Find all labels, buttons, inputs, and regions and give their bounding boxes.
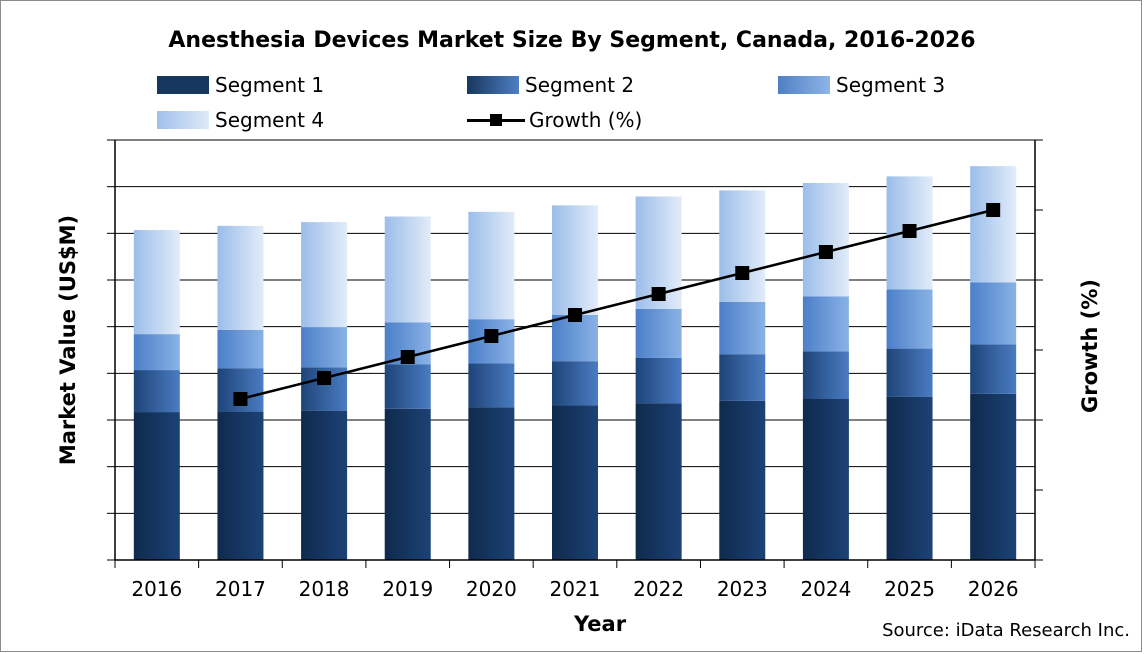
legend-swatch-segment-1	[157, 76, 209, 94]
x-tick-label: 2025	[884, 577, 935, 601]
bar-segment-1	[970, 393, 1017, 560]
bar-segment-2	[886, 348, 933, 397]
bar-segment-4	[802, 182, 849, 297]
bar-segment-3	[552, 315, 598, 362]
x-tick-label: 2018	[299, 577, 350, 601]
growth-marker	[568, 308, 582, 322]
x-tick-label: 2020	[466, 577, 517, 601]
bar-segment-3	[970, 282, 1017, 345]
bar-segment-1	[886, 396, 933, 560]
bar-segment-2	[802, 351, 849, 399]
growth-marker	[986, 203, 1001, 217]
bar-segment-1	[468, 407, 515, 560]
legend-label-segment-1: Segment 1	[215, 73, 325, 97]
x-tick-label: 2024	[800, 577, 851, 601]
growth-marker	[400, 350, 415, 364]
legend-item-segment-1: Segment 1	[157, 72, 324, 98]
bar-segment-4	[719, 190, 766, 302]
bar-segment-2	[635, 357, 682, 404]
bar-segment-3	[635, 308, 682, 358]
bar-segment-4	[552, 205, 598, 315]
bar-segment-4	[133, 230, 180, 335]
x-tick-label: 2016	[131, 577, 182, 601]
legend-swatch-segment-2	[467, 76, 519, 94]
legend-swatch-segment-3	[778, 76, 830, 94]
bar-segment-2	[384, 364, 431, 409]
bar-segment-1	[217, 411, 264, 560]
x-tick-label: 2026	[968, 577, 1019, 601]
bar-segment-4	[301, 222, 348, 328]
bar-segment-4	[217, 225, 264, 330]
bar-segment-1	[719, 400, 766, 560]
bar-segment-3	[886, 289, 933, 349]
x-tick-label: 2021	[550, 577, 601, 601]
growth-marker	[317, 371, 332, 385]
chart-title: Anesthesia Devices Market Size By Segmen…	[168, 28, 976, 53]
legend-item-growth: Growth (%)	[467, 107, 642, 133]
growth-line	[240, 208, 994, 401]
x-tick-label: 2023	[717, 577, 768, 601]
growth-marker	[818, 245, 833, 259]
growth-marker	[902, 224, 917, 238]
x-axis-title: Year	[574, 612, 627, 636]
legend-item-segment-4: Segment 4	[157, 107, 324, 133]
growth-marker	[233, 392, 248, 406]
bar-segment-4	[970, 166, 1017, 283]
legend-item-segment-3: Segment 3	[778, 72, 945, 98]
bar-segment-4	[384, 216, 431, 323]
source-note: Source: iData Research Inc.	[882, 620, 1130, 641]
bar-segment-2	[468, 363, 515, 408]
growth-marker	[484, 329, 499, 343]
bar-segment-2	[552, 361, 598, 406]
bar-segment-2	[719, 354, 766, 401]
legend-item-segment-2: Segment 2	[467, 72, 634, 98]
legend-label-growth: Growth (%)	[529, 108, 643, 132]
bar-segment-4	[468, 211, 515, 320]
x-tick-label: 2019	[382, 577, 433, 601]
bar-segment-1	[301, 410, 348, 560]
bar-segment-3	[301, 327, 348, 368]
bar-segment-2	[970, 344, 1017, 394]
bar-segment-1	[802, 399, 849, 560]
growth-marker	[735, 266, 750, 280]
legend-swatch-growth	[467, 111, 525, 129]
bar-segment-3	[802, 296, 849, 352]
legend-label-segment-2: Segment 2	[525, 73, 635, 97]
bar-segment-1	[552, 405, 598, 560]
legend-label-segment-3: Segment 3	[836, 73, 946, 97]
bar-segment-3	[217, 329, 264, 369]
bar-segment-1	[384, 408, 431, 560]
x-tick-label: 2022	[633, 577, 684, 601]
bar-segment-1	[635, 403, 682, 560]
bar-segment-3	[133, 334, 180, 371]
legend-label-segment-4: Segment 4	[215, 108, 325, 132]
x-tick-label: 2017	[215, 577, 266, 601]
bar-segment-3	[719, 301, 766, 355]
legend-swatch-segment-4	[157, 111, 209, 129]
bar-segment-2	[133, 370, 180, 413]
growth-marker	[651, 287, 666, 301]
bar-segment-1	[133, 412, 180, 560]
